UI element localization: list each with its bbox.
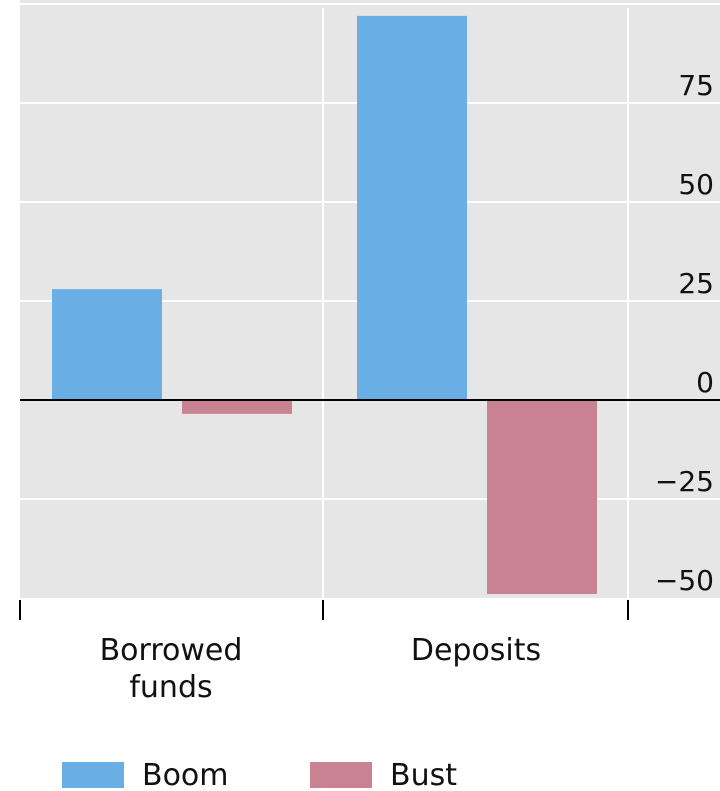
y-tick-label: 75 <box>678 69 714 102</box>
legend-swatch-bust <box>310 762 372 788</box>
bars <box>52 15 597 595</box>
legend-label-bust: Bust <box>390 758 457 791</box>
bar-bust-1 <box>487 400 597 595</box>
category-label: Deposits <box>411 633 541 668</box>
bar-boom-0 <box>52 289 162 400</box>
category-label: Borrowed funds <box>100 633 243 705</box>
x-axis-ticks <box>19 600 629 620</box>
bar-boom-1 <box>357 15 467 400</box>
y-tick-label: 0 <box>696 366 714 399</box>
y-tick-label: −50 <box>655 564 714 597</box>
bar-bust-0 <box>182 400 292 414</box>
category-labels: Borrowed funds Deposits <box>100 633 542 705</box>
legend: Boom Bust <box>62 758 457 791</box>
y-tick-label: −25 <box>655 465 714 498</box>
legend-swatch-boom <box>62 762 124 788</box>
y-tick-label: 25 <box>678 267 714 300</box>
y-tick-label: 50 <box>678 168 714 201</box>
legend-label-boom: Boom <box>142 758 229 791</box>
y-axis-tick-labels: 75 50 25 0 −25 −50 <box>655 69 714 597</box>
